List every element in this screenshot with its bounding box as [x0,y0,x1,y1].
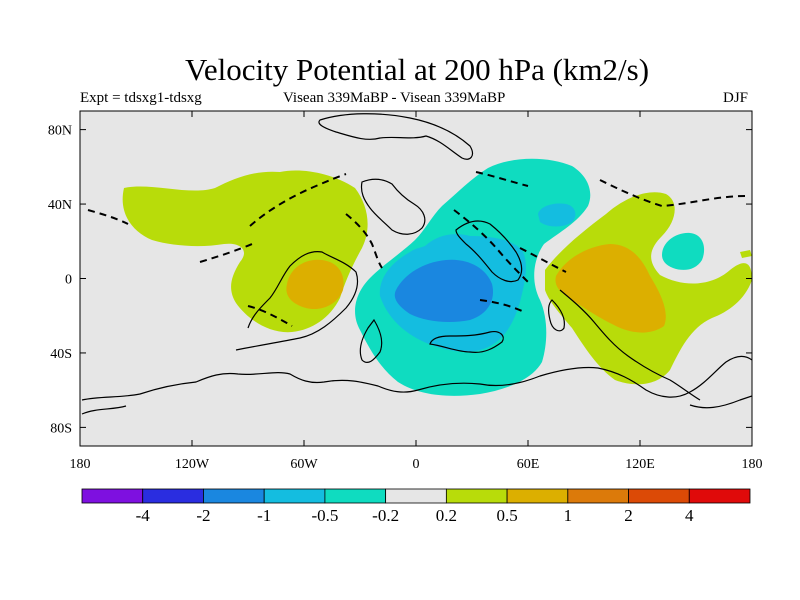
contour-pacific-core [555,244,666,333]
chart-title: Velocity Potential at 200 hPa (km2/s) [184,52,650,87]
experiment-label: Expt = tdsxg1-tdsxg [80,90,202,106]
colorbar-label: 0.2 [436,506,457,525]
colorbar-label: -0.2 [372,506,399,525]
y-tick-label: 40N [48,198,72,213]
colorbar-swatch [142,488,204,504]
colorbar-label: 0.5 [496,506,517,525]
colorbar-swatch [506,488,569,504]
colorbar-swatch [688,488,751,504]
colorbar-swatch [628,488,690,504]
colorbar-label: 4 [685,506,694,525]
x-tick-label: 60W [290,457,318,472]
y-tick-label: 80N [48,124,72,139]
y-tick-label: 40S [50,347,72,362]
continent-outlines [81,113,752,415]
colorbar-swatch [567,488,629,504]
y-tick-label: 80S [50,421,72,436]
coastline-segments [87,171,747,327]
y-tick-label: 0 [65,273,72,288]
shaded-contours [81,113,752,415]
x-tick-label: 60E [517,457,540,472]
x-tick-label: 120E [625,457,655,472]
x-tick-label: 180 [70,457,91,472]
contour-dateline-negative-blob [740,250,752,258]
contour-atlantic-core [286,259,344,310]
colorbar-swatch [445,488,508,504]
colorbar-swatch [324,488,387,504]
x-tick-label: 180 [742,457,763,472]
colorbar-label: -0.5 [311,506,338,525]
contour-pacific-negative-blob [662,232,705,270]
colorbar: -4 -2 -1 -0.5 -0.2 0.2 0.5 1 2 4 [81,488,751,525]
colorbar-label: -2 [196,506,210,525]
colorbar-swatch [385,488,447,504]
axis-ticks: 180 120W 60W 0 60E 120E 180 80N 40N 0 40S 80S [48,111,763,472]
colorbar-swatch [81,488,144,504]
colorbar-label: 2 [624,506,633,525]
contour-north-light-blue [538,203,576,227]
colorbar-label: -4 [136,506,151,525]
contour-african-dark-blue [394,259,494,322]
colorbar-label: -1 [257,506,271,525]
x-tick-label: 0 [413,457,420,472]
colorbar-label: 1 [564,506,573,525]
x-tick-label: 120W [175,457,210,472]
season-label: DJF [723,90,749,106]
comparison-label: Visean 339MaBP - Visean 339MaBP [283,90,506,106]
colorbar-swatch [263,488,326,504]
colorbar-swatch [203,488,265,504]
